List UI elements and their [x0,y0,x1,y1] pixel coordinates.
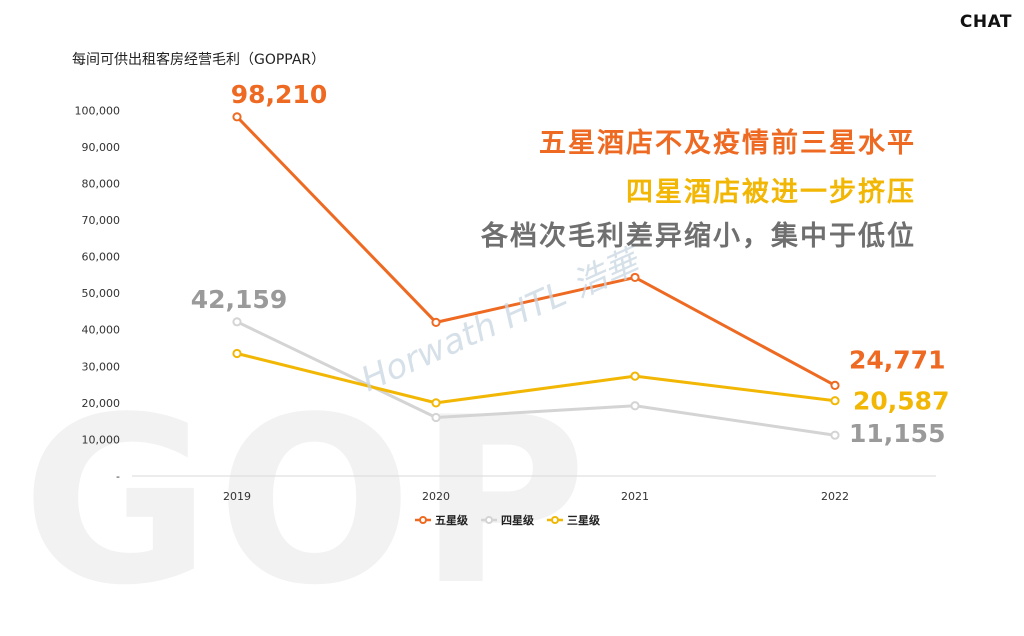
data-point [630,401,640,411]
headline-five-star: 五星酒店不及疫情前三星水平 [539,128,916,159]
data-point [431,317,441,327]
y-tick-label: 70,000 [82,214,121,227]
data-label: 24,771 [849,345,945,374]
series-points [232,112,840,440]
y-tick-label: 80,000 [82,177,121,190]
y-tick-label: 20,000 [82,397,121,410]
data-point [232,112,242,122]
legend-swatch [415,516,431,524]
y-tick-label: 10,000 [82,433,121,446]
line-chart: - 10,000 20,000 30,000 40,000 50,000 60,000 70,… [75,80,950,503]
series-line [235,351,837,405]
series-line [235,320,837,437]
legend-swatch-marker [551,516,559,524]
series-line [235,115,837,387]
data-point [830,380,840,391]
data-label: 42,159 [191,285,287,314]
y-tick-label: 40,000 [82,324,121,337]
data-label: 20,587 [853,387,949,416]
y-tick-label: 100,000 [75,104,121,117]
headline-four-star: 四星酒店被进一步挤压 [626,177,916,208]
legend-swatch-marker [419,516,427,524]
axes: - 10,000 20,000 30,000 40,000 50,000 60,000 70,… [75,104,936,503]
legend-item: 四星级 [480,512,534,528]
data-point [232,317,242,327]
chart-legend: 五星级 四星级 三星级 [414,512,600,528]
brand-logo: CHAT [959,12,1012,32]
y-tick-label: - [116,470,120,483]
y-tick-label: 50,000 [82,287,121,300]
legend-item: 五星级 [414,512,468,528]
y-tick-label: 90,000 [82,141,121,154]
legend-swatch [481,516,497,524]
data-point [431,398,441,408]
legend-label: 四星级 [501,514,534,527]
x-tick-label: 2021 [621,490,649,503]
x-tick-label: 2020 [422,490,450,503]
legend-label: 五星级 [435,514,468,527]
x-tick-label: 2022 [821,490,849,503]
data-point [232,348,242,359]
y-tick-label: 60,000 [82,251,121,264]
data-label: 98,210 [231,80,327,109]
x-tick-label: 2019 [223,490,251,503]
data-label: 11,155 [849,419,945,448]
data-labels: 42,159 11,155 20,587 98,210 24,771 [191,80,950,448]
legend-swatch-marker [485,516,493,524]
data-point [830,396,840,406]
data-point [431,412,441,423]
data-point [630,371,640,381]
headline-summary: 各档次毛利差异缩小，集中于低位 [481,221,916,252]
y-tick-label: 30,000 [82,360,121,373]
series-lines [235,115,837,437]
chart-title: 每间可供出租客房经营毛利（GOPPAR） [72,52,326,68]
data-point [830,430,840,440]
legend-label: 三星级 [567,514,600,527]
legend-item: 三星级 [546,512,600,528]
legend-swatch [547,516,563,524]
data-point [630,272,640,283]
